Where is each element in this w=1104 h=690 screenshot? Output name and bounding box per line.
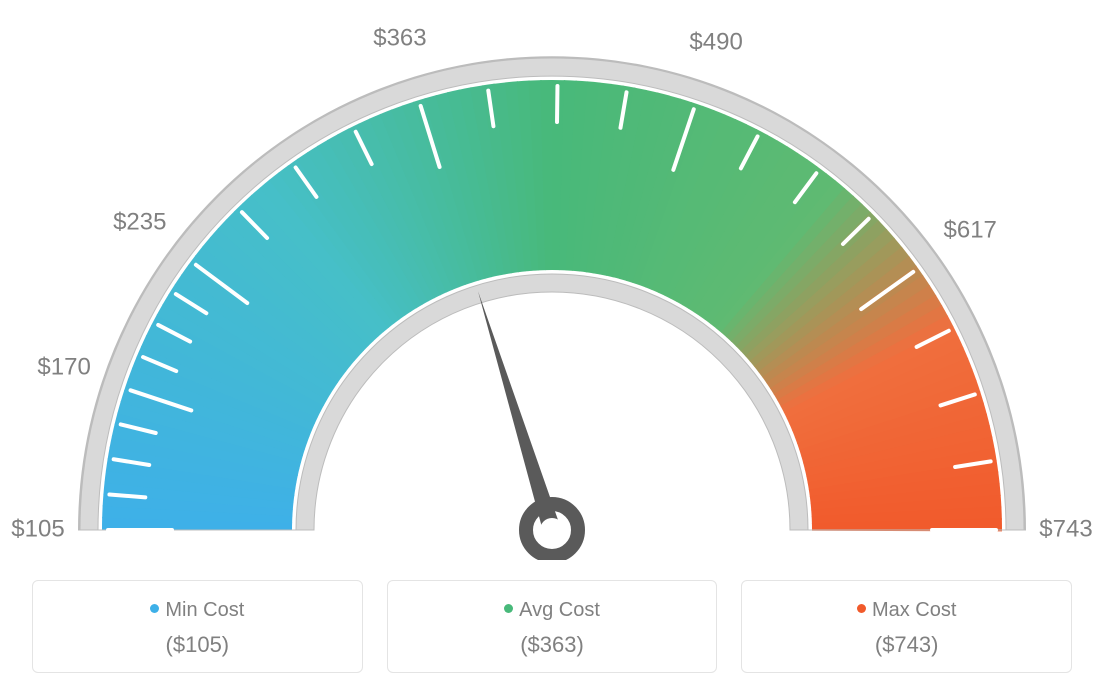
cost-gauge-chart: $105 $170 $235 $363 $490 $617 $743 [0,0,1104,560]
legend-card-max: Max Cost ($743) [741,580,1072,673]
legend-dot-min [150,604,159,613]
legend-row: Min Cost ($105) Avg Cost ($363) Max Cost… [32,580,1072,673]
legend-label-text: Max Cost [872,599,956,621]
legend-label-max: Max Cost [752,599,1061,622]
legend-value-max: ($743) [752,632,1061,658]
legend-card-avg: Avg Cost ($363) [387,580,718,673]
legend-label-min: Min Cost [43,599,352,622]
svg-text:$170: $170 [37,354,90,381]
legend-dot-avg [504,604,513,613]
svg-text:$105: $105 [11,515,64,542]
legend-value-min: ($105) [43,632,352,658]
svg-text:$743: $743 [1039,515,1092,542]
legend-label-avg: Avg Cost [398,599,707,622]
legend-value-avg: ($363) [398,632,707,658]
legend-label-text: Min Cost [165,599,244,621]
svg-text:$490: $490 [689,28,742,55]
svg-text:$617: $617 [944,217,997,244]
svg-text:$235: $235 [113,208,166,235]
legend-card-min: Min Cost ($105) [32,580,363,673]
svg-text:$363: $363 [373,24,426,51]
legend-label-text: Avg Cost [519,599,600,621]
legend-dot-max [857,604,866,613]
